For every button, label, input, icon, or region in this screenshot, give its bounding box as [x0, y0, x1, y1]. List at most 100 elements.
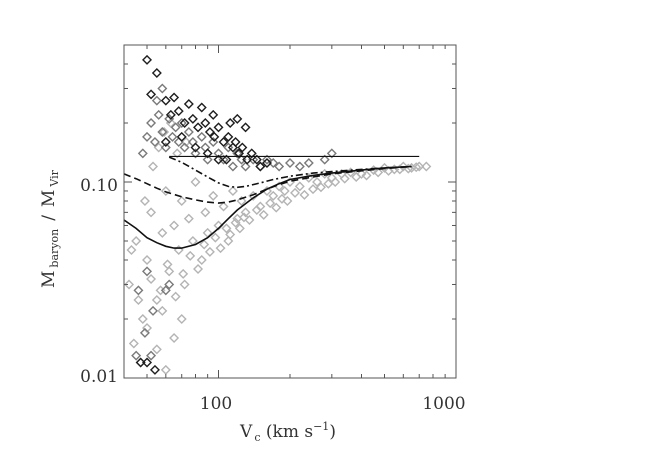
y-axis-label: Mbaryon / M Vir	[39, 169, 61, 288]
black-diamonds-point	[135, 357, 146, 368]
dark-gray-diamonds-point	[303, 158, 314, 168]
dark-gray-diamonds-point	[190, 148, 201, 159]
dark-gray-diamonds-point	[213, 148, 224, 159]
black-diamonds-point	[218, 137, 229, 147]
light-gray-diamonds-point	[204, 246, 215, 257]
dark-gray-diamonds-point	[232, 148, 243, 159]
light-gray-diamonds-point	[215, 243, 226, 254]
y-axis-label-sub1: baryon	[48, 229, 61, 268]
black-diamonds-point	[196, 102, 207, 113]
dark-gray-diamonds-point	[131, 350, 142, 361]
light-gray-diamonds-point	[268, 190, 279, 201]
dark-gray-diamonds-point	[146, 350, 157, 361]
black-diamonds-point	[234, 148, 245, 159]
black-diamonds-point	[190, 142, 201, 153]
light-gray-diamonds-point	[265, 198, 276, 209]
black-diamonds-point	[165, 109, 176, 120]
light-gray-diamonds-point	[155, 285, 166, 296]
black-diamonds-point	[142, 357, 153, 368]
light-gray-diamonds-point	[208, 190, 219, 201]
light-gray-diamonds-point	[176, 196, 187, 206]
black-diamonds-point	[146, 89, 157, 100]
dark-gray-diamonds-point	[149, 137, 160, 147]
light-gray-diamonds-point	[190, 177, 201, 187]
light-gray-diamonds-point	[172, 148, 183, 159]
dark-gray-diamonds-point	[151, 95, 162, 106]
dark-gray-diamonds-point	[208, 137, 219, 147]
dark-gray-diamonds-point	[164, 113, 175, 124]
light-gray-diamonds-point	[218, 201, 229, 212]
light-gray-diamonds-point	[169, 333, 180, 343]
black-diamonds-point	[202, 148, 213, 159]
dark-gray-diamonds-point	[183, 126, 194, 137]
light-gray-diamonds-point	[279, 185, 290, 196]
dark-gray-diamonds-point	[146, 118, 157, 128]
light-gray-diamonds-point	[200, 207, 211, 218]
dark-gray-diamonds-point	[133, 285, 144, 296]
light-gray-diamonds-point	[373, 167, 384, 178]
black-diamonds-point	[251, 154, 262, 165]
black-diamonds-point	[237, 142, 248, 153]
black-diamonds-point	[200, 118, 211, 128]
light-gray-diamonds-point	[160, 364, 171, 375]
light-gray-diamonds-point	[148, 161, 159, 172]
x-axis-label-close: )	[329, 422, 336, 442]
light-gray-diamonds-point	[411, 162, 422, 173]
light-gray-diamonds-point	[236, 196, 247, 206]
light-gray-diamonds-point	[251, 204, 262, 215]
light-gray-diamonds-point	[379, 162, 390, 173]
dashed-curve	[123, 165, 412, 204]
light-gray-diamonds-point	[308, 184, 319, 195]
light-gray-diamonds-point	[146, 207, 157, 218]
black-diamonds-point	[204, 126, 215, 137]
x-axis-label-sub: c	[254, 431, 260, 444]
black-diamonds-point	[169, 92, 180, 103]
light-gray-diamonds-point	[179, 279, 190, 290]
dark-gray-diamonds-point	[153, 109, 164, 120]
dark-gray-diamonds-point	[142, 131, 153, 142]
light-gray-diamonds-point	[240, 207, 251, 218]
y-tick-label-1: 0.10	[80, 176, 118, 196]
dark-gray-diamonds-point	[157, 126, 168, 137]
dark-gray-diamonds-point	[176, 118, 187, 128]
dark-gray-diamonds-point	[274, 161, 285, 172]
light-gray-diamonds-point	[351, 172, 362, 183]
y-axis-label-m2: M	[39, 190, 59, 207]
light-gray-diamonds-point	[183, 213, 194, 224]
black-diamonds-point	[209, 131, 220, 142]
black-diamonds-point	[246, 148, 257, 159]
dark-gray-diamonds-point	[170, 122, 181, 133]
light-gray-diamonds-point	[282, 196, 293, 206]
black-diamonds-point	[242, 154, 253, 165]
dark-gray-diamonds-point	[202, 154, 213, 165]
dark-gray-diamonds-point	[294, 161, 305, 172]
light-gray-diamonds-point	[193, 263, 204, 274]
black-diamonds-point	[173, 106, 184, 117]
black-diamonds-point	[223, 131, 234, 142]
light-gray-diamonds-point	[139, 196, 150, 206]
dark-gray-diamonds-point	[137, 148, 148, 159]
light-gray-diamonds-point	[294, 181, 305, 192]
light-gray-diamonds-point	[290, 187, 301, 198]
light-gray-diamonds-point	[178, 268, 189, 279]
light-gray-diamonds-point	[142, 322, 153, 333]
y-axis-label-slash: /	[39, 215, 59, 221]
light-gray-diamonds-point	[151, 344, 162, 355]
light-gray-diamonds-point	[223, 236, 234, 246]
dark-gray-diamonds-point	[167, 131, 178, 142]
light-gray-diamonds-point	[232, 213, 243, 224]
black-diamonds-point	[193, 122, 204, 133]
light-gray-diamonds-point	[312, 177, 323, 187]
light-gray-diamonds-point	[244, 214, 255, 225]
light-gray-diamonds-point	[234, 223, 245, 234]
plot-frame	[123, 44, 457, 379]
light-gray-diamonds-point	[173, 244, 184, 255]
dark-gray-diamonds-point	[326, 148, 337, 159]
light-gray-diamonds-point	[124, 279, 135, 290]
light-gray-diamonds-point	[227, 185, 238, 196]
x-axis-label-sup: −1	[313, 420, 329, 433]
light-gray-diamonds-point	[146, 274, 157, 284]
black-diamonds-point	[221, 154, 232, 165]
light-gray-diamonds-point	[210, 232, 221, 243]
